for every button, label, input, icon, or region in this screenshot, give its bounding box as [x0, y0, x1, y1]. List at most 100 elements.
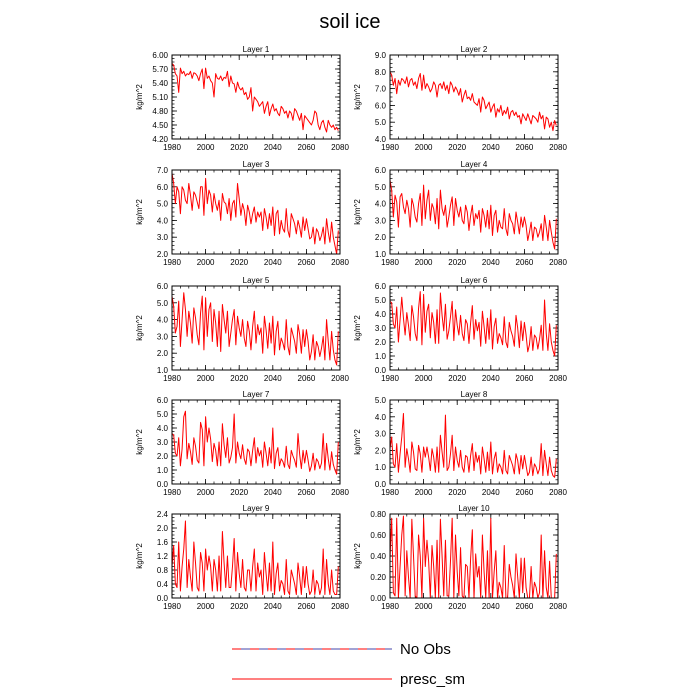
- y-tick-label: 6.0: [375, 101, 387, 110]
- y-tick-label: 8.0: [375, 68, 387, 77]
- y-tick-label: 7.0: [157, 166, 169, 175]
- series-line-presc_sm: [171, 63, 339, 133]
- plot-frame: [171, 399, 341, 485]
- x-tick-label: 2000: [415, 374, 433, 383]
- x-tick-label: 2060: [298, 488, 316, 497]
- x-tick-label: 2000: [415, 143, 433, 152]
- y-tick-label: 2.0: [375, 233, 387, 242]
- plot-frame: [389, 54, 559, 140]
- x-tick-label: 2020: [448, 143, 466, 152]
- x-tick-label: 2040: [482, 258, 500, 267]
- x-tick-label: 2080: [549, 143, 567, 152]
- y-tick-label: 0.0: [157, 594, 169, 603]
- y-tick-label: 5.0: [157, 200, 169, 209]
- y-tick-label: 5.0: [157, 299, 169, 308]
- y-tick-label: 2.0: [157, 524, 169, 533]
- y-axis-label: kg/m^2: [135, 84, 144, 110]
- panel-layer-5: Layer 5 kg/m^2 1980 2000 2020 2040 2060 2080 1.0…: [135, 276, 349, 383]
- y-tick-label: 5.0: [375, 296, 387, 305]
- legend-label-presc-sm: presc_sm: [400, 671, 465, 688]
- y-tick-label: 3.0: [375, 430, 387, 439]
- x-tick-label: 2020: [230, 602, 248, 611]
- y-axis-label: kg/m^2: [135, 429, 144, 455]
- plot-frame: [389, 399, 559, 485]
- y-tick-label: 4.0: [157, 216, 169, 225]
- x-tick-label: 2020: [448, 488, 466, 497]
- y-tick-label: 5.10: [152, 93, 168, 102]
- y-tick-label: 2.0: [375, 446, 387, 455]
- panel-layer-9: Layer 9 kg/m^2 1980 2000 2020 2040 2060 2080 0.0…: [135, 504, 349, 611]
- series-line-presc_sm: [171, 520, 339, 595]
- panel-title: Layer 10: [458, 504, 490, 513]
- y-tick-label: 2.0: [157, 250, 169, 259]
- series-line-presc_sm: [171, 292, 339, 366]
- y-tick-label: 4.20: [152, 135, 168, 144]
- x-tick-label: 2060: [516, 488, 534, 497]
- y-tick-label: 0.40: [370, 552, 386, 561]
- y-axis-label: kg/m^2: [135, 199, 144, 225]
- y-tick-label: 4.0: [375, 200, 387, 209]
- x-tick-label: 1980: [163, 374, 181, 383]
- y-tick-label: 1.0: [375, 250, 387, 259]
- y-tick-label: 1.0: [157, 466, 169, 475]
- y-tick-label: 7.0: [375, 85, 387, 94]
- y-tick-label: 5.40: [152, 79, 168, 88]
- plot-frame: [171, 285, 341, 371]
- series-line-presc_sm: [389, 291, 557, 357]
- x-tick-label: 1980: [381, 488, 399, 497]
- x-tick-label: 2080: [549, 602, 567, 611]
- legend-label-no-obs: No Obs: [400, 641, 451, 658]
- x-tick-label: 2040: [264, 258, 282, 267]
- panel-title: Layer 2: [461, 45, 488, 54]
- x-tick-label: 2020: [230, 374, 248, 383]
- y-tick-label: 0.20: [370, 573, 386, 582]
- y-tick-label: 0.0: [375, 366, 387, 375]
- panel-layer-2: Layer 2 kg/m^2 1980 2000 2020 2040 2060 2080 4.0…: [353, 45, 567, 152]
- y-tick-label: 3.0: [157, 233, 169, 242]
- y-tick-label: 4.80: [152, 107, 168, 116]
- y-axis-label: kg/m^2: [353, 315, 362, 341]
- x-tick-label: 2000: [197, 602, 215, 611]
- y-tick-label: 5.0: [375, 183, 387, 192]
- y-axis-label: kg/m^2: [353, 429, 362, 455]
- y-tick-label: 4.0: [375, 135, 387, 144]
- x-tick-label: 1980: [163, 258, 181, 267]
- y-axis-label: kg/m^2: [353, 543, 362, 569]
- x-tick-label: 2000: [197, 488, 215, 497]
- y-tick-label: 1.2: [157, 552, 169, 561]
- y-tick-label: 0.00: [370, 594, 386, 603]
- panel-layer-3: Layer 3 kg/m^2 1980 2000 2020 2040 2060 2080 2.0…: [135, 160, 349, 267]
- plot-frame: [171, 54, 341, 140]
- y-tick-label: 4.0: [157, 316, 169, 325]
- x-tick-label: 2080: [331, 258, 349, 267]
- x-tick-label: 1980: [163, 143, 181, 152]
- x-tick-label: 1980: [381, 258, 399, 267]
- x-tick-label: 2040: [482, 143, 500, 152]
- x-tick-label: 2040: [264, 143, 282, 152]
- y-tick-label: 4.0: [375, 310, 387, 319]
- y-tick-label: 1.6: [157, 538, 169, 547]
- y-tick-label: 6.0: [157, 282, 169, 291]
- y-tick-label: 1.0: [375, 352, 387, 361]
- series-line-presc_sm: [171, 410, 339, 475]
- y-tick-label: 2.0: [375, 338, 387, 347]
- x-tick-label: 2020: [230, 143, 248, 152]
- y-tick-label: 9.0: [375, 51, 387, 60]
- y-tick-label: 1.0: [157, 366, 169, 375]
- x-tick-label: 2040: [482, 488, 500, 497]
- plot-frame: [389, 285, 559, 371]
- x-tick-label: 2000: [415, 602, 433, 611]
- y-tick-label: 0.0: [157, 480, 169, 489]
- x-tick-label: 2000: [415, 488, 433, 497]
- y-tick-label: 0.0: [375, 480, 387, 489]
- x-tick-label: 2060: [298, 602, 316, 611]
- x-tick-label: 1980: [381, 602, 399, 611]
- x-tick-label: 2020: [448, 602, 466, 611]
- y-tick-label: 0.80: [370, 510, 386, 519]
- y-axis-label: kg/m^2: [135, 543, 144, 569]
- y-tick-label: 5.0: [157, 410, 169, 419]
- panel-layer-7: Layer 7 kg/m^2 1980 2000 2020 2040 2060 2080 0.0…: [135, 390, 349, 497]
- x-tick-label: 2040: [482, 602, 500, 611]
- x-tick-label: 1980: [381, 143, 399, 152]
